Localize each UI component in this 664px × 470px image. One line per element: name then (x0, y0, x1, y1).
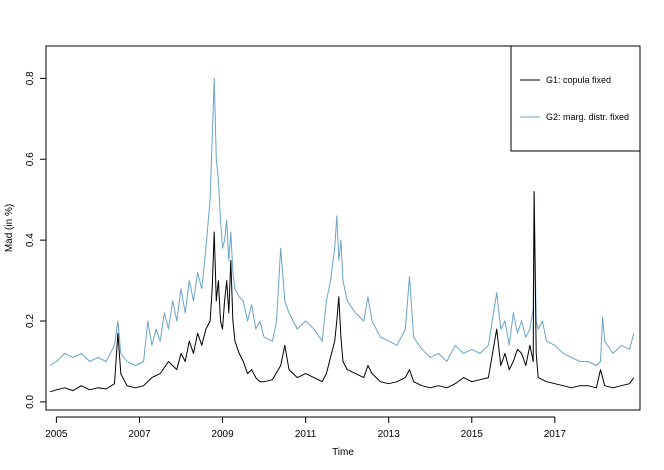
legend: G1: copula fixed G2: marg. distr. fixed (510, 45, 641, 152)
y-axis-title: Mad (in %) (4, 204, 15, 252)
legend-label-g2: G2: marg. distr. fixed (546, 112, 629, 122)
series-line-g1 (50, 191, 635, 393)
x-tick-label: 2011 (295, 429, 317, 440)
y-tick-label: 0.4 (25, 233, 36, 247)
x-tick-label: 2017 (544, 429, 567, 440)
x-axis: 2005 2007 2009 2011 2013 2015 2017 (45, 416, 567, 440)
y-tick-label: 0.2 (25, 314, 36, 328)
series-layer (49, 77, 635, 393)
series-line-g2 (49, 77, 635, 366)
legend-label-g1: G1: copula fixed (546, 75, 611, 85)
legend-box (510, 45, 641, 152)
x-tick-label: 2005 (45, 429, 68, 440)
x-tick-label: 2007 (128, 429, 151, 440)
y-tick-label: 0.6 (25, 152, 36, 166)
y-axis: 0.0 0.2 0.4 0.6 0.8 (25, 71, 47, 409)
y-tick-label: 0.8 (25, 71, 36, 85)
y-tick-label: 0.0 (25, 395, 36, 409)
x-tick-label: 2013 (378, 429, 401, 440)
x-axis-title: Time (332, 447, 354, 458)
x-tick-label: 2009 (211, 429, 234, 440)
x-tick-label: 2015 (461, 429, 484, 440)
